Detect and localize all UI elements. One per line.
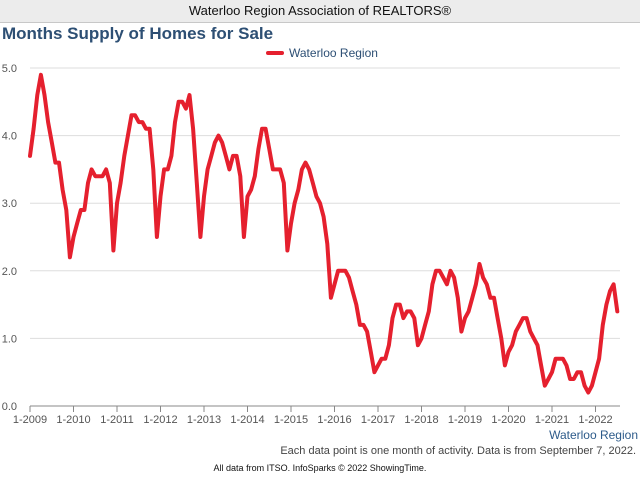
- x-tick-label: 1-2011: [100, 414, 133, 426]
- x-tick-label: 1-2015: [274, 414, 308, 426]
- y-tick-label: 3.0: [2, 198, 17, 210]
- y-tick-label: 1.0: [2, 333, 17, 345]
- grid-lines: [30, 67, 620, 339]
- x-tick-label: 1-2016: [317, 414, 351, 426]
- y-tick-label: 5.0: [2, 63, 17, 75]
- report-header: Waterloo Region Association of REALTORS®: [0, 0, 640, 23]
- x-tick-label: 1-2014: [230, 414, 264, 426]
- series-line: [28, 72, 620, 395]
- x-tick-label: 1-2019: [448, 414, 482, 426]
- data-footnote: Each data point is one month of activity…: [280, 445, 636, 457]
- x-tick-label: 1-2009: [13, 414, 47, 426]
- source-footer: All data from ITSO. InfoSparks © 2022 Sh…: [213, 463, 427, 473]
- chart-legend[interactable]: Waterloo Region: [266, 45, 378, 61]
- legend-swatch: [266, 51, 284, 55]
- x-tick-label: 1-2017: [361, 414, 395, 426]
- y-tick-label: 0.0: [2, 401, 17, 413]
- x-tick-label: 1-2012: [143, 414, 177, 426]
- x-tick-label: 1-2021: [535, 414, 569, 426]
- axes: [29, 405, 620, 412]
- x-tick-label: 1-2010: [56, 414, 90, 426]
- x-tick-label: 1-2018: [404, 414, 438, 426]
- x-tick-label: 1-2022: [578, 414, 612, 426]
- x-tick-label: 1-2020: [491, 414, 525, 426]
- region-label: Waterloo Region: [549, 428, 638, 442]
- series-waterloo-region: [28, 72, 620, 395]
- legend-label: Waterloo Region: [289, 46, 378, 60]
- x-tick-label: 1-2013: [187, 414, 221, 426]
- tick-labels: 0.0 1.0 2.0 3.0 4.0 5.0 1-2009 1-2010 1-2011 1-20…: [2, 63, 613, 426]
- association-name: Waterloo Region Association of REALTORS®: [188, 3, 452, 18]
- y-tick-label: 4.0: [2, 131, 17, 143]
- y-tick-label: 2.0: [2, 266, 17, 278]
- chart-title: Months Supply of Homes for Sale: [2, 24, 274, 43]
